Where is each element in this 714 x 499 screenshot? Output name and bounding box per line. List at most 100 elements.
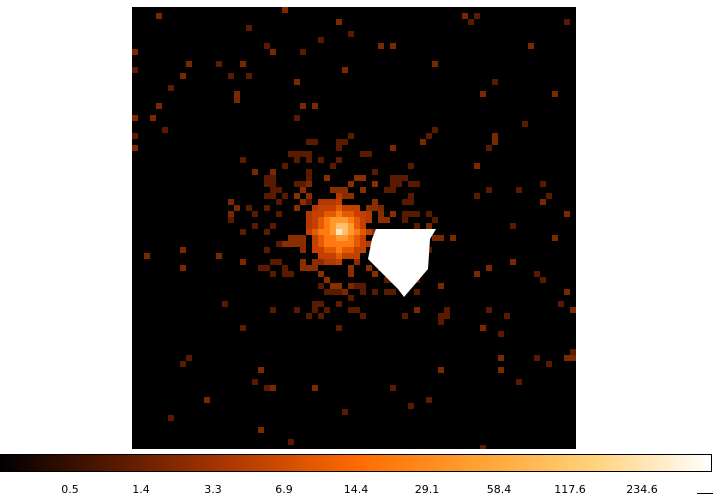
image-pixel [312,259,318,265]
image-pixel [390,175,396,181]
image-pixel [396,181,402,187]
image-pixel [180,265,186,271]
image-pixel [306,175,312,181]
image-pixel [240,259,246,265]
image-pixel [552,235,558,241]
image-pixel [360,151,366,157]
image-pixel [564,355,570,361]
image-pixel [348,265,354,271]
image-pixel [336,193,342,199]
image-pixel [240,229,246,235]
image-pixel [132,67,138,73]
image-pixel [570,349,576,355]
image-pixel [408,199,414,205]
image-pixel [414,211,420,217]
image-pixel [228,73,234,79]
image-pixel [318,217,324,223]
image-pixel [564,211,570,217]
image-pixel [306,199,312,205]
image-pixel [132,133,138,139]
image-pixel [300,181,306,187]
image-pixel [486,307,492,313]
image-pixel [360,217,366,223]
image-pixel [318,37,324,43]
image-pixel [402,199,408,205]
image-pixel [510,223,516,229]
image-pixel [372,169,378,175]
image-pixel [324,289,330,295]
image-pixel [282,7,288,13]
image-pixel [336,325,342,331]
image-pixel [360,313,366,319]
image-pixel [564,19,570,25]
image-pixel [474,13,480,19]
image-pixel [318,283,324,289]
image-pixel [186,61,192,67]
image-pixel [486,187,492,193]
image-pixel [270,175,276,181]
image-pixel [384,187,390,193]
image-pixel [354,223,360,229]
image-pixel [354,229,360,235]
image-pixel [492,79,498,85]
image-pixel [312,265,318,271]
image-pixel [354,241,360,247]
image-pixel [270,223,276,229]
image-pixel [342,253,348,259]
image-pixel [324,229,330,235]
image-pixel [276,241,282,247]
image-pixel [414,181,420,187]
image-pixel [348,217,354,223]
image-display-panel[interactable] [132,7,576,449]
image-pixel [324,277,330,283]
image-pixel [252,169,258,175]
image-pixel [366,151,372,157]
image-pixel [342,211,348,217]
image-pixel [300,199,306,205]
image-pixel [246,205,252,211]
image-pixel [324,253,330,259]
image-pixel [276,259,282,265]
image-pixel [306,313,312,319]
image-pixel [282,163,288,169]
image-pixel [354,307,360,313]
image-pixel [426,133,432,139]
image-pixel [348,283,354,289]
image-pixel [324,205,330,211]
image-pixel [342,241,348,247]
image-pixel [270,385,276,391]
image-pixel [366,265,372,271]
image-pixel [282,265,288,271]
resize-handle[interactable] [697,493,713,494]
image-pixel [528,43,534,49]
image-pixel [342,409,348,415]
image-pixel [414,289,420,295]
image-pixel [438,367,444,373]
image-pixel [294,157,300,163]
image-pixel [270,259,276,265]
image-pixel [342,229,348,235]
image-pixel [306,229,312,235]
image-pixel [480,325,486,331]
image-pixel [474,163,480,169]
image-pixel [498,367,504,373]
image-pixel [336,139,342,145]
image-pixel [228,217,234,223]
image-pixel [402,211,408,217]
image-pixel [180,247,186,253]
image-pixel [360,289,366,295]
image-pixel [306,157,312,163]
image-pixel [294,151,300,157]
image-pixel [366,241,372,247]
image-pixel [312,247,318,253]
colorbar-tick-label: 1.4 [132,483,150,496]
image-pixel [270,169,276,175]
image-pixel [390,289,396,295]
image-pixel [300,151,306,157]
image-pixel [156,13,162,19]
image-pixel [240,61,246,67]
image-pixel [348,241,354,247]
image-pixel [360,241,366,247]
image-pixel [306,223,312,229]
image-pixel [336,211,342,217]
